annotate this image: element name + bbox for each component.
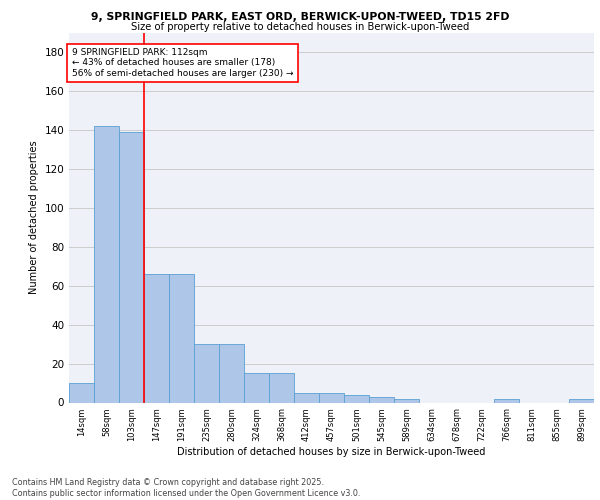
Bar	[94, 126, 119, 402]
Bar	[344, 394, 369, 402]
Y-axis label: Number of detached properties: Number of detached properties	[29, 140, 39, 294]
Text: Contains HM Land Registry data © Crown copyright and database right 2025.
Contai: Contains HM Land Registry data © Crown c…	[12, 478, 361, 498]
X-axis label: Distribution of detached houses by size in Berwick-upon-Tweed: Distribution of detached houses by size …	[178, 447, 485, 457]
Bar	[569, 398, 594, 402]
Bar	[294, 393, 319, 402]
Text: 9 SPRINGFIELD PARK: 112sqm
← 43% of detached houses are smaller (178)
56% of sem: 9 SPRINGFIELD PARK: 112sqm ← 43% of deta…	[72, 48, 293, 78]
Bar	[269, 374, 294, 402]
Bar	[69, 383, 94, 402]
Bar	[219, 344, 244, 403]
Bar	[244, 374, 269, 402]
Bar	[119, 132, 144, 402]
Bar	[169, 274, 194, 402]
Text: Size of property relative to detached houses in Berwick-upon-Tweed: Size of property relative to detached ho…	[131, 22, 469, 32]
Bar	[394, 398, 419, 402]
Bar	[369, 396, 394, 402]
Bar	[144, 274, 169, 402]
Bar	[194, 344, 219, 403]
Text: 9, SPRINGFIELD PARK, EAST ORD, BERWICK-UPON-TWEED, TD15 2FD: 9, SPRINGFIELD PARK, EAST ORD, BERWICK-U…	[91, 12, 509, 22]
Bar	[494, 398, 519, 402]
Bar	[319, 393, 344, 402]
